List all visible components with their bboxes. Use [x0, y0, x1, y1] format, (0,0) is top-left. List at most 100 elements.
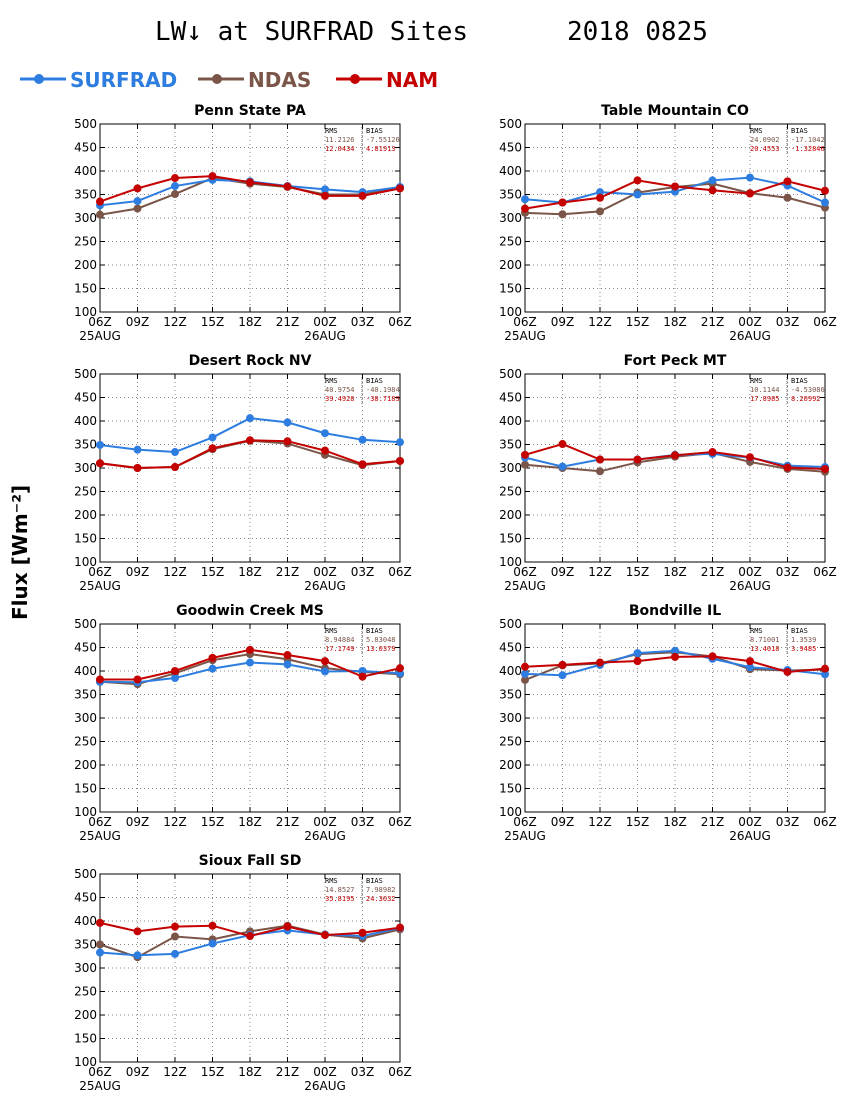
x-tick-label: 03Z	[776, 315, 800, 329]
stats-ndas-bias: 7.98982	[366, 886, 396, 894]
data-point	[96, 940, 104, 949]
x-tick-label: 09Z	[551, 815, 575, 829]
legend: SURFRAD NDAS NAM	[20, 68, 438, 92]
y-tick-label: 300	[499, 461, 522, 475]
stats-header-rms: RMS	[750, 127, 763, 135]
y-tick-label: 400	[74, 164, 97, 178]
x-tick-label: 03Z	[351, 565, 375, 579]
stats-nam-bias: 13.0379	[366, 645, 396, 653]
y-tick-label: 250	[74, 485, 97, 499]
y-tick-label: 350	[74, 938, 97, 952]
x-date-label: 25AUG	[79, 1079, 121, 1093]
y-tick-label: 400	[74, 664, 97, 678]
panels: Penn State PA 100 150 200 250 300 350 400 450 500…	[74, 103, 837, 1093]
x-tick-label: 00Z	[313, 315, 337, 329]
stats-table: RMS BIAS 14.8527 7.98982 35.8195 24.3032	[325, 877, 396, 904]
x-date-label: 25AUG	[79, 329, 121, 343]
y-tick-label: 200	[74, 1008, 97, 1022]
stats-ndas-rms: 24.0902	[750, 136, 780, 144]
axes: 100 150 200 250 300 350 400 450 500 06Z 09Z 12Z 15Z 1…	[74, 367, 412, 593]
data-point	[208, 939, 217, 948]
y-tick-label: 100	[74, 1055, 97, 1069]
axes: 100 150 200 250 300 350 400 450 500 06Z 09Z 12Z 15Z 1…	[499, 117, 837, 343]
data-point	[671, 451, 679, 460]
data-point	[96, 459, 104, 468]
x-tick-label: 12Z	[163, 1065, 187, 1079]
x-tick-label: 09Z	[126, 315, 150, 329]
data-point	[246, 414, 254, 423]
data-point	[133, 675, 142, 684]
panel-goodwin-creek-ms: Goodwin Creek MS 100 150 200 250 300 350 400 450…	[74, 603, 412, 843]
main-date: 2018 0825	[567, 17, 708, 47]
x-tick-label: 06Z	[388, 1065, 412, 1079]
x-date-label: 25AUG	[504, 829, 546, 843]
x-date-label: 25AUG	[79, 579, 121, 593]
data-point	[708, 186, 717, 195]
data-point	[558, 660, 567, 669]
data-point	[358, 928, 367, 937]
data-point	[246, 178, 254, 187]
stats-nam-bias: 3.9485	[791, 645, 816, 653]
data-point	[321, 657, 329, 666]
legend-item-surfrad: SURFRAD	[20, 68, 177, 92]
data-point	[521, 669, 529, 678]
x-tick-label: 21Z	[276, 815, 300, 829]
stats-ndas-rms: 11.2126	[325, 136, 355, 144]
x-date-label: 25AUG	[79, 829, 121, 843]
panel-title: Fort Peck MT	[624, 353, 727, 369]
x-date-label: 26AUG	[729, 329, 771, 343]
x-tick-label: 18Z	[238, 315, 262, 329]
series-nam	[521, 652, 829, 676]
x-tick-label: 06Z	[813, 815, 837, 829]
data-point	[783, 463, 792, 472]
data-point	[246, 932, 254, 941]
stats-ndas-bias: -40.1984	[366, 386, 400, 394]
data-point	[171, 674, 179, 683]
y-tick-label: 500	[499, 117, 522, 131]
grid	[100, 874, 400, 1062]
y-tick-label: 200	[499, 258, 522, 272]
x-tick-label: 15Z	[201, 565, 225, 579]
panel-penn-state-pa: Penn State PA 100 150 200 250 300 350 400 450 500…	[74, 103, 412, 343]
data-point	[171, 932, 179, 941]
stats-header-bias: BIAS	[366, 877, 383, 885]
x-tick-label: 03Z	[351, 815, 375, 829]
data-point	[521, 450, 529, 459]
panel-title: Table Mountain CO	[601, 103, 749, 119]
stats-header-bias: BIAS	[791, 377, 808, 385]
stats-ndas-bias: -7.55126	[366, 136, 400, 144]
data-point	[821, 186, 829, 195]
axes: 100 150 200 250 300 350 400 450 500 06Z 09Z 12Z 15Z 1…	[499, 367, 837, 593]
data-point	[171, 922, 179, 931]
x-tick-label: 12Z	[588, 815, 612, 829]
data-point	[246, 436, 254, 445]
data-point	[171, 667, 179, 675]
x-tick-label: 00Z	[313, 815, 337, 829]
y-tick-label: 100	[499, 805, 522, 819]
data-point	[671, 182, 679, 191]
series-nam	[521, 176, 829, 213]
stats-header-bias: BIAS	[366, 377, 383, 385]
y-tick-label: 350	[74, 438, 97, 452]
data-point	[283, 660, 292, 669]
y-tick-label: 250	[74, 985, 97, 999]
data-point	[283, 437, 292, 446]
y-tick-label: 100	[74, 555, 97, 569]
x-tick-label: 00Z	[738, 315, 762, 329]
series-nam	[96, 436, 404, 472]
data-point	[96, 210, 104, 219]
y-tick-label: 100	[499, 305, 522, 319]
data-point	[821, 198, 829, 207]
y-tick-label: 400	[499, 164, 522, 178]
y-tick-label: 150	[74, 532, 97, 546]
stats-header-rms: RMS	[325, 627, 338, 635]
data-point	[283, 651, 292, 660]
x-tick-label: 15Z	[626, 315, 650, 329]
y-tick-label: 350	[499, 188, 522, 202]
x-tick-label: 18Z	[663, 315, 687, 329]
data-point	[558, 440, 567, 449]
x-tick-label: 09Z	[126, 1065, 150, 1079]
series-nam	[96, 918, 404, 941]
data-point	[96, 440, 104, 449]
